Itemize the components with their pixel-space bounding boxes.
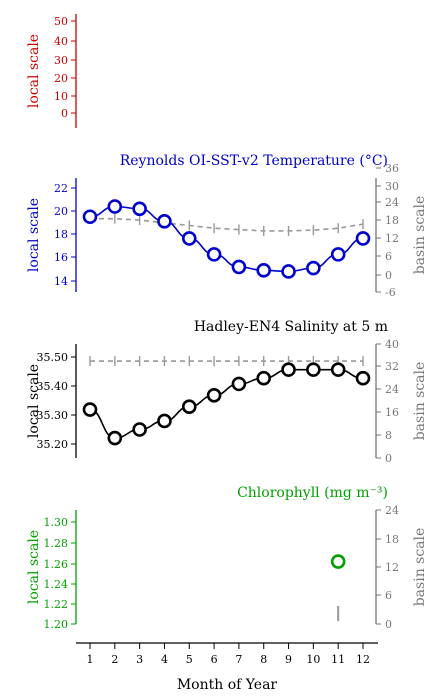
left-axis-label: local scale xyxy=(26,198,42,272)
data-point xyxy=(330,362,346,377)
panel-title: Chlorophyll (mg m⁻³) xyxy=(237,485,388,501)
data-point xyxy=(206,387,222,403)
data-point xyxy=(355,231,371,246)
x-axis-label: Month of Year xyxy=(177,677,278,693)
left-tick-label: 35.40 xyxy=(37,380,69,393)
right-tick-label: 6 xyxy=(385,250,392,263)
left-tick-label: 1.30 xyxy=(44,516,69,529)
x-tick-label: 8 xyxy=(260,653,267,666)
left-axis-label: local scale xyxy=(26,530,42,604)
right-tick-label: -6 xyxy=(385,286,396,299)
panel-title: Reynolds OI-SST-v2 Temperature (°C) xyxy=(120,153,388,169)
left-tick-label: 22 xyxy=(54,182,68,195)
data-point xyxy=(330,554,346,569)
x-tick-label: 6 xyxy=(211,653,218,666)
data-point xyxy=(82,402,98,417)
data-point xyxy=(107,199,123,214)
data-point xyxy=(82,209,98,225)
right-tick-label: 18 xyxy=(385,214,399,227)
left-tick-label: 40 xyxy=(54,35,68,48)
data-point xyxy=(330,247,346,262)
left-tick-label: 1.22 xyxy=(44,598,69,611)
basin-series-line xyxy=(90,217,364,232)
right-tick-label: 36 xyxy=(385,162,399,175)
left-tick-label: 35.30 xyxy=(37,409,69,422)
right-tick-label: 32 xyxy=(385,360,399,373)
data-point xyxy=(281,264,296,279)
panel-title: Hadley-EN4 Salinity at 5 m xyxy=(194,319,388,335)
right-tick-label: 30 xyxy=(385,180,399,193)
left-tick-label: 0 xyxy=(61,107,68,120)
right-tick-label: 12 xyxy=(385,561,399,574)
data-point xyxy=(157,413,172,429)
data-point xyxy=(306,260,321,276)
data-point xyxy=(281,362,296,377)
panel-2: Reynolds OI-SST-v2 Temperature (°C) 14 16 1… xyxy=(26,153,428,299)
left-axis-label: local scale xyxy=(26,364,42,438)
left-tick-label: 30 xyxy=(54,54,68,67)
right-tick-label: 12 xyxy=(385,232,399,245)
right-tick-label: 40 xyxy=(385,338,399,351)
right-tick-label: 8 xyxy=(385,429,392,442)
right-tick-label: 24 xyxy=(385,196,399,209)
left-tick-label: 1.20 xyxy=(44,618,69,631)
x-tick-label: 10 xyxy=(306,653,320,666)
series-line xyxy=(89,368,364,439)
x-tick-label: 7 xyxy=(235,653,242,666)
left-tick-label: 14 xyxy=(54,275,68,288)
data-point xyxy=(231,376,247,392)
left-tick-label: 18 xyxy=(54,228,68,241)
left-tick-label: 1.24 xyxy=(44,578,69,591)
left-tick-label: 1.26 xyxy=(44,558,69,571)
right-axis-label: basin scale xyxy=(412,196,428,275)
x-tick-label: 5 xyxy=(186,653,193,666)
x-tick-label: 2 xyxy=(111,653,118,666)
right-tick-label: 24 xyxy=(385,504,399,517)
data-point xyxy=(256,370,272,386)
series-line xyxy=(89,205,364,273)
data-point xyxy=(132,201,147,217)
right-tick-label: 24 xyxy=(385,383,399,396)
data-point xyxy=(206,247,222,262)
data-point xyxy=(181,399,197,415)
left-axis-label: local scale xyxy=(26,34,42,108)
right-tick-label: 0 xyxy=(385,452,392,465)
left-tick-label: 16 xyxy=(54,251,68,264)
left-tick-label: 10 xyxy=(54,90,68,103)
right-tick-label: 6 xyxy=(385,589,392,602)
data-point xyxy=(157,214,172,229)
data-point xyxy=(107,430,123,446)
right-tick-label: 0 xyxy=(385,269,392,282)
right-tick-label: 0 xyxy=(385,618,392,631)
right-axis-label: basin scale xyxy=(412,528,428,607)
data-point xyxy=(132,422,147,437)
data-point xyxy=(256,263,272,278)
left-tick-label: 35.20 xyxy=(37,438,69,451)
x-tick-label: 9 xyxy=(285,653,292,666)
data-point xyxy=(306,362,321,377)
left-tick-label: 1.28 xyxy=(44,537,69,550)
data-point xyxy=(231,259,247,275)
right-axis-label: basin scale xyxy=(412,362,428,441)
panel-4: Chlorophyll (mg m⁻³) 1.20 1.22 1.24 1.26 1.28… xyxy=(26,485,428,631)
left-tick-label: 50 xyxy=(54,15,68,28)
x-tick-label: 4 xyxy=(161,653,168,666)
panel-1: 0 10 20 30 40 50 local scale xyxy=(26,14,77,128)
panel-3: Hadley-EN4 Salinity at 5 m 35.20 35.30 35.4… xyxy=(26,319,428,465)
data-point xyxy=(355,370,371,386)
left-tick-label: 20 xyxy=(54,72,68,85)
left-tick-label: 35.50 xyxy=(37,351,69,364)
x-tick-label: 11 xyxy=(331,653,345,666)
x-tick-label: 12 xyxy=(356,653,370,666)
left-tick-label: 20 xyxy=(54,205,68,218)
right-tick-label: 18 xyxy=(385,533,399,546)
data-point xyxy=(181,231,197,246)
x-tick-label: 1 xyxy=(87,653,94,666)
x-tick-label: 3 xyxy=(136,653,143,666)
right-tick-label: 16 xyxy=(385,406,399,419)
